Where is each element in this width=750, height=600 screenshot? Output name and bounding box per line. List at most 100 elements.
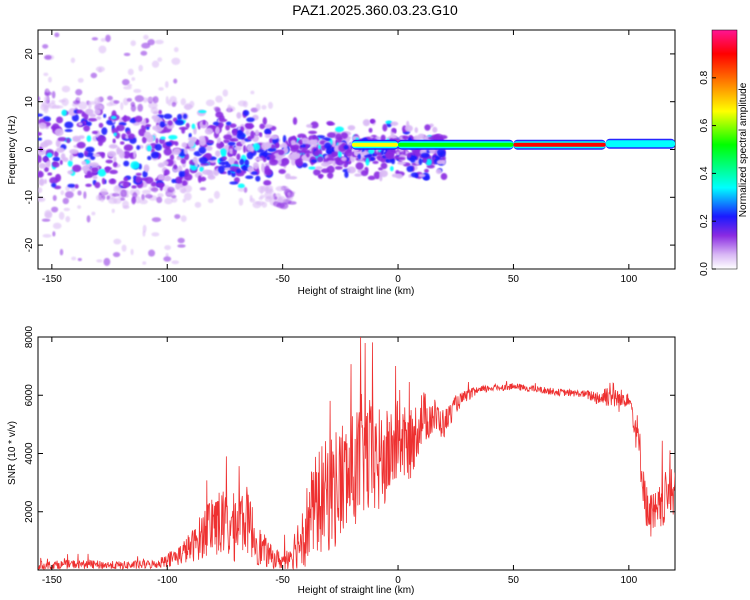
spectrogram-blob (127, 83, 133, 87)
spectrogram-blob (82, 166, 90, 172)
spectrogram-blob (217, 137, 221, 144)
spectrogram-blob (122, 150, 131, 159)
spectrogram-ylabel: Frequency (Hz) (7, 116, 18, 185)
spectrogram-blob (424, 124, 431, 131)
spectrogram-blob (91, 211, 96, 216)
spectrogram-blob (155, 137, 159, 144)
spectrogram-blob (51, 91, 56, 99)
spectrogram-blob (107, 150, 117, 158)
spectrogram-blob (264, 196, 272, 203)
spectrogram-blob (95, 66, 105, 73)
snr-xtick-label: 50 (508, 575, 520, 586)
spectrogram-blob (269, 138, 273, 143)
spectrogram-blob (255, 103, 261, 111)
spectrogram-blob (313, 150, 320, 157)
spectrogram-blob (295, 158, 304, 167)
spectrogram-blob (65, 191, 74, 199)
spectrogram-blob (151, 217, 162, 223)
spectrogram-blob (72, 164, 82, 173)
spectrogram-blob (133, 88, 142, 93)
spectrogram-blob (61, 109, 67, 116)
spectrogram-blob (64, 121, 74, 129)
spectrogram-blob (72, 100, 81, 105)
spectrogram-blob (365, 157, 370, 166)
spectrogram-blob (90, 72, 98, 79)
spectrogram-blob (142, 170, 148, 178)
spectrogram-blob (39, 145, 44, 152)
spectrogram-blob (191, 123, 196, 130)
spectrogram-blob (244, 159, 250, 167)
spectrogram-blob (188, 133, 192, 138)
spectrogram-blob (44, 54, 52, 60)
spectrogram-blob (180, 188, 187, 194)
spectrogram-blob (316, 156, 324, 163)
snr-xtick-label: 100 (620, 575, 637, 586)
spectrogram-blob (337, 150, 342, 158)
spectrogram-blob (105, 34, 111, 43)
spectrogram-blob (72, 135, 81, 141)
spectrogram-blob (237, 183, 245, 189)
spectrogram-blob (121, 78, 130, 86)
spectrogram-blob (50, 99, 56, 105)
spectrogram-blob (240, 139, 246, 145)
spectrogram-blob (47, 172, 53, 176)
spectrogram-blob (333, 157, 339, 162)
spectrogram-blob (127, 68, 134, 76)
spectrogram-blob (58, 99, 66, 103)
spectrogram-blob (340, 132, 348, 139)
spectrogram-blob (52, 156, 61, 162)
spectrogram-blob (38, 170, 44, 178)
snr-series-line (38, 337, 675, 570)
spectrogram-blob (113, 156, 117, 162)
snr-ytick-label: 8000 (24, 325, 35, 348)
signal-track-core (605, 141, 675, 146)
spectrogram-blob (120, 189, 127, 198)
spectrogram-blob (38, 113, 44, 117)
spectrogram-blob (192, 156, 198, 164)
spectrogram-blob (197, 175, 202, 183)
spectrogram-blob (236, 153, 241, 161)
snr-xtick-label: 0 (395, 575, 401, 586)
spectrogram-blob (205, 145, 213, 151)
spectrogram-blob (133, 150, 137, 159)
spectrogram-blob (199, 138, 207, 147)
signal-track-core (398, 142, 514, 147)
spectrogram-blob (278, 169, 286, 174)
spectrogram-blob (41, 101, 51, 108)
spectrogram-blob (268, 101, 273, 110)
spectrogram-blob (141, 193, 145, 201)
spectrogram-blob (222, 156, 228, 161)
spectrogram-blob (143, 34, 149, 40)
colorbar-tick-label: 0.4 (699, 166, 710, 180)
spectrogram-blob (55, 105, 64, 109)
spectrogram-blob (70, 57, 76, 64)
spectrogram-blob (198, 157, 208, 164)
spectrogram-blob (391, 173, 400, 178)
spectrogram-blob (326, 165, 335, 174)
spectrogram-blob (311, 159, 317, 163)
spectrogram-xtick-label: -50 (275, 274, 290, 285)
spectrogram-blob (142, 261, 147, 265)
spectrogram-blob (167, 186, 175, 193)
spectrogram-blob (243, 110, 250, 117)
spectrogram-blob (373, 171, 381, 180)
spectrogram-ytick-label: 10 (24, 96, 35, 108)
spectrogram-blob (214, 126, 220, 135)
spectrogram-blob (175, 176, 184, 184)
spectrogram-ytick-label: -20 (24, 237, 35, 252)
spectrogram-ytick-label: -10 (24, 190, 35, 205)
spectrogram-blob (147, 39, 155, 46)
spectrogram-blob (253, 162, 259, 170)
spectrogram-blob (237, 125, 241, 131)
spectrogram-blob (176, 156, 182, 161)
spectrogram-blob (39, 142, 49, 148)
spectrogram-blob (263, 180, 272, 186)
spectrogram-blob (122, 181, 130, 188)
spectrogram-blob (89, 113, 97, 118)
spectrogram-blob (271, 159, 277, 163)
spectrogram-blob (402, 135, 410, 140)
spectrogram-blob (287, 201, 297, 205)
spectrogram-blob (100, 152, 106, 159)
spectrogram-blob (167, 120, 173, 126)
